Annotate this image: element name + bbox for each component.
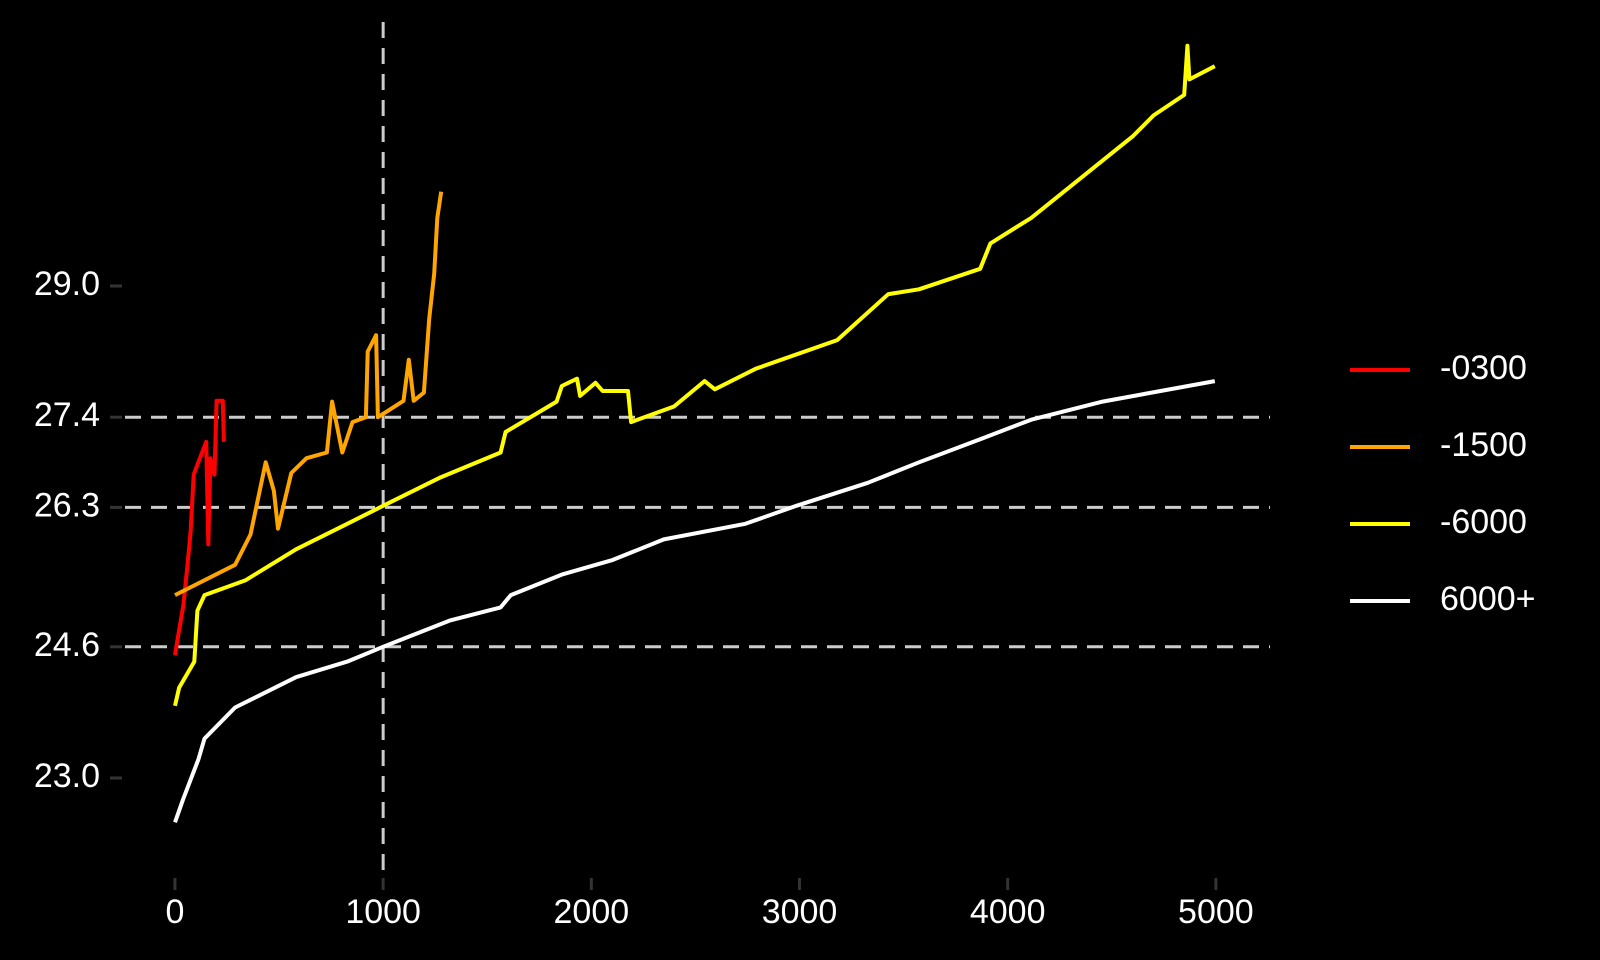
- series-line: [173, 379, 1216, 823]
- y-tick-label: 27.4: [34, 396, 100, 434]
- legend-label: -6000: [1440, 503, 1527, 541]
- y-tick-label: 26.3: [34, 486, 100, 524]
- x-tick-label: 4000: [970, 893, 1046, 931]
- x-tick-label: 3000: [762, 893, 838, 931]
- legend-label: -0300: [1440, 349, 1527, 387]
- series-line: [173, 43, 1216, 707]
- legend-label: -1500: [1440, 426, 1527, 464]
- y-tick-label: 23.0: [34, 757, 100, 795]
- x-tick-label: 2000: [554, 893, 630, 931]
- y-tick-label: 24.6: [34, 626, 100, 664]
- legend-label: 6000+: [1440, 580, 1536, 618]
- series-line: [174, 191, 444, 597]
- series-line: [173, 398, 226, 656]
- x-tick-label: 1000: [345, 893, 421, 931]
- x-tick-label: 0: [166, 893, 185, 931]
- y-tick-label: 29.0: [34, 265, 100, 303]
- x-tick-label: 5000: [1178, 893, 1254, 931]
